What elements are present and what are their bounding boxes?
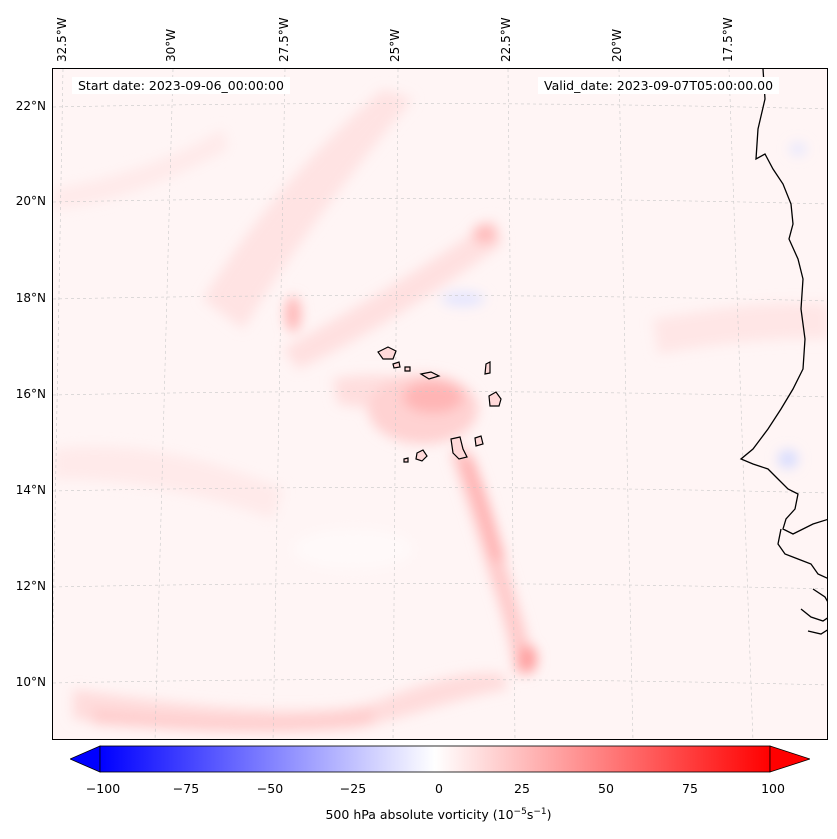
colorbar-tick: 50 xyxy=(598,781,614,796)
colorbar-title: 500 hPa absolute vorticity (10−5s−1) xyxy=(325,807,552,823)
colorbar-tick: 100 xyxy=(761,781,785,796)
colorbar-tick: −50 xyxy=(256,781,284,796)
lon-label-27.5w: 27.5°W xyxy=(277,17,291,62)
graticule xyxy=(53,69,827,739)
lon-label-30w: 30°W xyxy=(164,28,178,62)
coastline xyxy=(739,69,827,635)
lon-label-32.5w: 32.5°W xyxy=(55,17,69,62)
colorbar-tick: 25 xyxy=(514,781,530,796)
colorbar-tick: 75 xyxy=(682,781,698,796)
lat-label-10n: 10°N xyxy=(15,675,46,689)
colorbar-tick: −25 xyxy=(339,781,367,796)
colorbar-max-arrow xyxy=(769,745,812,773)
map-panel xyxy=(52,68,828,740)
colorbar-min-arrow xyxy=(68,745,101,773)
lon-label-25w: 25°W xyxy=(388,28,402,62)
lon-label-20w: 20°W xyxy=(610,28,624,62)
lat-label-14n: 14°N xyxy=(15,483,46,497)
lon-label-22.5w: 22.5°W xyxy=(499,17,513,62)
lat-label-16n: 16°N xyxy=(15,387,46,401)
colorbar xyxy=(68,744,812,774)
lon-label-17.5w: 17.5°W xyxy=(721,17,735,62)
colorbar-gradient xyxy=(68,745,812,773)
vorticity-field-map xyxy=(53,69,827,739)
islands xyxy=(377,346,502,463)
start-date-label: Start date: 2023-09-06_00:00:00 xyxy=(72,77,290,94)
vorticity-shading xyxy=(53,89,827,733)
lat-label-22n: 22°N xyxy=(15,99,46,113)
lat-label-20n: 20°N xyxy=(15,194,46,208)
lat-label-12n: 12°N xyxy=(15,579,46,593)
colorbar-tick: 0 xyxy=(435,781,443,796)
colorbar-tick: −100 xyxy=(85,781,121,796)
valid-date-label: Valid_date: 2023-09-07T05:00:00.00 xyxy=(538,77,780,94)
colorbar-tick: −75 xyxy=(172,781,200,796)
lat-label-18n: 18°N xyxy=(15,291,46,305)
